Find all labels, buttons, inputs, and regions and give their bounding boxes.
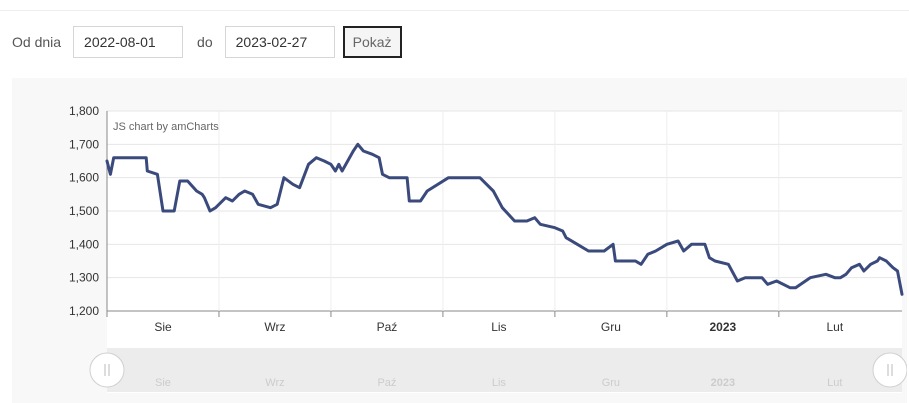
scrollbar-label: Wrz bbox=[265, 377, 284, 389]
to-label: do bbox=[197, 34, 213, 50]
top-divider bbox=[0, 10, 909, 11]
scrollbar-label: Lis bbox=[492, 377, 507, 389]
y-tick-label: 1,600 bbox=[69, 171, 99, 185]
x-tick-label: Sie bbox=[154, 320, 172, 334]
scrollbar-label: Paź bbox=[377, 377, 396, 389]
y-tick-label: 1,800 bbox=[69, 104, 99, 118]
x-tick-label: Wrz bbox=[264, 320, 285, 334]
y-tick-label: 1,500 bbox=[69, 204, 99, 218]
y-tick-label: 1,400 bbox=[69, 237, 99, 251]
to-date-input[interactable] bbox=[224, 26, 335, 58]
scrollbar-label: Sie bbox=[155, 377, 171, 389]
scrollbar-label: Lut bbox=[827, 377, 842, 389]
plot-area bbox=[107, 111, 902, 393]
from-label: Od dnia bbox=[12, 34, 62, 50]
y-tick-label: 1,200 bbox=[69, 304, 99, 318]
from-date-input[interactable] bbox=[73, 26, 184, 58]
date-filter-bar: Od dnia do Pokaż bbox=[12, 25, 402, 59]
amcharts-credit: JS chart by amCharts bbox=[113, 121, 219, 133]
show-button[interactable]: Pokaż bbox=[342, 26, 402, 58]
x-tick-label: Paź bbox=[377, 320, 398, 334]
scrollbar-right-handle[interactable] bbox=[872, 352, 907, 388]
scrollbar-left-handle[interactable] bbox=[89, 352, 125, 388]
scrollbar-label: Gru bbox=[602, 377, 620, 389]
scrollbar-label: 2023 bbox=[711, 377, 735, 389]
scrollbar-track[interactable] bbox=[107, 348, 902, 392]
x-tick-label: Lut bbox=[826, 320, 843, 334]
x-tick-label: 2023 bbox=[709, 320, 736, 334]
x-tick-label: Gru bbox=[601, 320, 621, 334]
y-tick-label: 1,700 bbox=[69, 137, 99, 151]
price-chart: 1,200 1,300 1,400 1,500 1,600 1,700 1,800 Sie Wr… bbox=[69, 104, 907, 392]
chart-panel: 1,200 1,300 1,400 1,500 1,600 1,700 1,800 Sie Wr… bbox=[12, 78, 907, 403]
y-tick-label: 1,300 bbox=[69, 271, 99, 285]
price-series-line bbox=[105, 142, 904, 296]
x-tick-label: Lis bbox=[491, 320, 506, 334]
